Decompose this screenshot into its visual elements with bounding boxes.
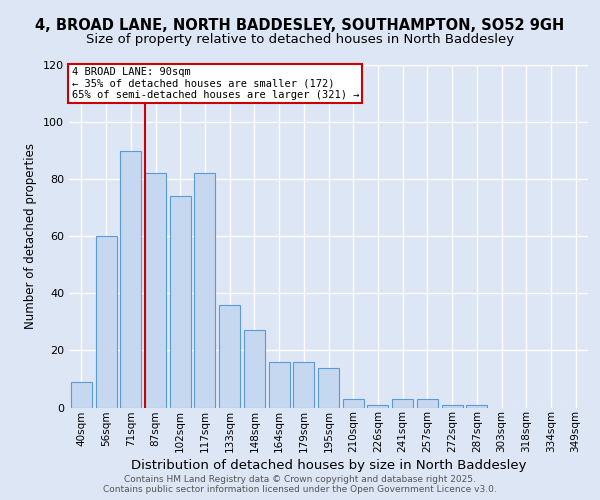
- Text: 4 BROAD LANE: 90sqm
← 35% of detached houses are smaller (172)
65% of semi-detac: 4 BROAD LANE: 90sqm ← 35% of detached ho…: [71, 66, 359, 100]
- Bar: [442, 404, 463, 407]
- Bar: [71, 382, 92, 407]
- Bar: [269, 362, 290, 408]
- Text: Size of property relative to detached houses in North Baddesley: Size of property relative to detached ho…: [86, 32, 514, 46]
- Bar: [244, 330, 265, 407]
- X-axis label: Distribution of detached houses by size in North Baddesley: Distribution of detached houses by size …: [131, 460, 526, 472]
- Bar: [367, 404, 388, 407]
- Bar: [170, 196, 191, 408]
- Bar: [219, 304, 240, 408]
- Bar: [466, 404, 487, 407]
- Bar: [145, 174, 166, 408]
- Bar: [120, 150, 141, 408]
- Y-axis label: Number of detached properties: Number of detached properties: [25, 143, 37, 329]
- Bar: [392, 399, 413, 407]
- Bar: [293, 362, 314, 408]
- Bar: [95, 236, 116, 408]
- Text: 4, BROAD LANE, NORTH BADDESLEY, SOUTHAMPTON, SO52 9GH: 4, BROAD LANE, NORTH BADDESLEY, SOUTHAMP…: [35, 18, 565, 32]
- Bar: [318, 368, 339, 408]
- Bar: [417, 399, 438, 407]
- Bar: [343, 399, 364, 407]
- Bar: [194, 174, 215, 408]
- Text: Contains HM Land Registry data © Crown copyright and database right 2025.
Contai: Contains HM Land Registry data © Crown c…: [103, 474, 497, 494]
